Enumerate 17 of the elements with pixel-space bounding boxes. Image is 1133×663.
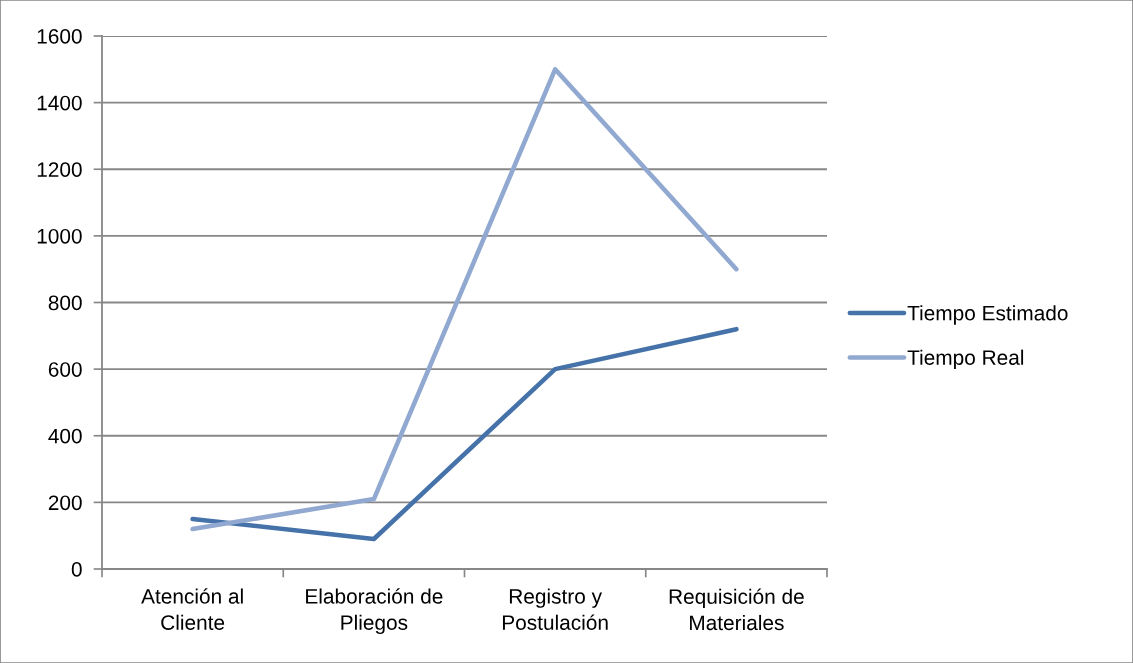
x-tick-label: Registro y Postulación (502, 588, 608, 630)
y-tick-label: 1600 (37, 29, 82, 44)
y-tick-label: 400 (48, 428, 82, 444)
x-tick-label: Requisición de Materiales (669, 588, 804, 631)
line-series (190, 67, 739, 532)
legend-label: Tiempo Estimado (907, 305, 1068, 325)
y-tick-label: 1400 (37, 95, 82, 111)
y-tick-label: 200 (48, 495, 82, 511)
line-series (190, 326, 739, 542)
y-tick-label: 1200 (37, 162, 82, 177)
x-tick-label: Elaboración de Pliegos (306, 588, 443, 635)
y-tick-label: 600 (48, 362, 82, 377)
x-tick-label: Atención al Cliente (141, 588, 243, 630)
y-tick-label: 1000 (37, 228, 82, 244)
y-tick-label: 0 (71, 562, 82, 577)
y-tick-label: 800 (48, 295, 82, 311)
legend-label: Tiempo Real (907, 349, 1024, 370)
